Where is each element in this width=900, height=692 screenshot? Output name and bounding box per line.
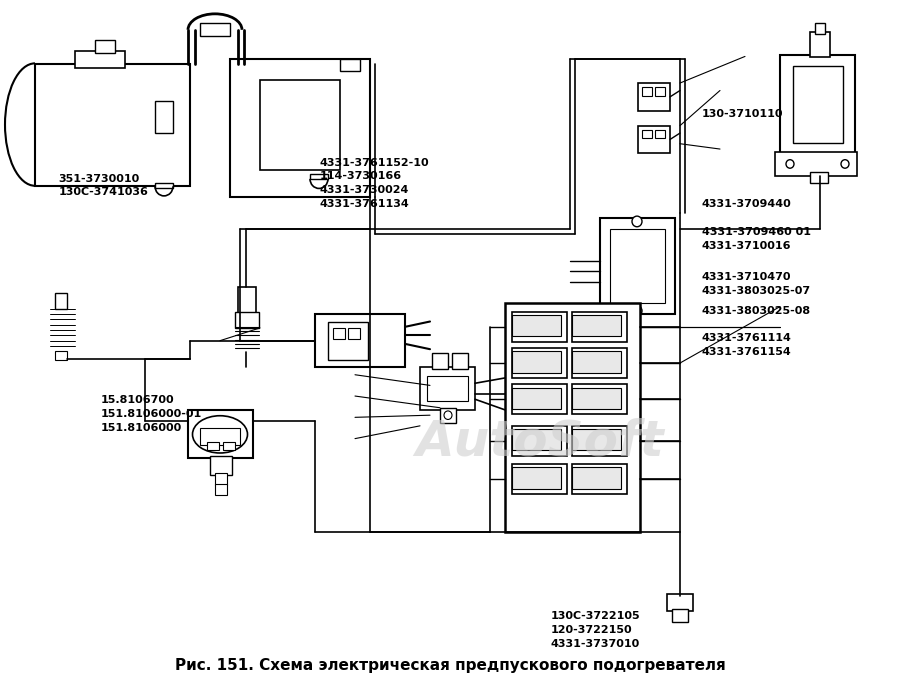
Text: 4331-3710470: 4331-3710470	[702, 272, 791, 282]
Bar	[572, 348, 627, 378]
Bar	[572, 384, 627, 414]
Bar	[572, 464, 627, 494]
Bar	[512, 348, 567, 378]
Text: 151.8106000: 151.8106000	[101, 423, 182, 432]
Bar	[572, 312, 627, 342]
Bar	[215, 473, 227, 486]
Bar	[333, 328, 345, 338]
Bar	[672, 609, 688, 621]
Bar	[655, 130, 665, 138]
Bar	[780, 55, 855, 156]
Bar	[642, 87, 652, 95]
Bar	[610, 229, 665, 303]
Bar	[512, 388, 561, 409]
Bar	[452, 354, 468, 370]
Bar	[35, 64, 190, 186]
Text: 4331-3737010: 4331-3737010	[551, 639, 640, 648]
Text: AutoSoft: AutoSoft	[416, 418, 664, 466]
Bar	[667, 594, 693, 611]
Bar	[655, 87, 665, 95]
Ellipse shape	[841, 160, 849, 168]
Bar	[642, 130, 652, 138]
Bar	[600, 218, 675, 314]
Text: Рис. 151. Схема электрическая предпускового подогревателя: Рис. 151. Схема электрическая предпусков…	[175, 658, 725, 673]
Bar	[440, 408, 456, 423]
Bar	[55, 352, 67, 360]
Text: 120-3722150: 120-3722150	[551, 625, 633, 635]
Bar	[420, 367, 475, 410]
Bar	[572, 429, 621, 450]
Text: 4331-3761134: 4331-3761134	[320, 199, 410, 209]
Bar	[188, 410, 253, 458]
Bar	[348, 328, 360, 338]
Text: 114-3730166: 114-3730166	[320, 172, 401, 181]
Ellipse shape	[786, 160, 794, 168]
Bar	[155, 183, 173, 188]
Bar	[230, 59, 370, 197]
Bar	[328, 322, 368, 360]
Bar	[235, 312, 259, 328]
Bar	[223, 441, 235, 450]
Bar	[512, 429, 561, 450]
Bar	[55, 293, 67, 309]
Ellipse shape	[632, 216, 642, 227]
Bar	[572, 315, 621, 336]
Text: 4331-3761152-10: 4331-3761152-10	[320, 158, 429, 167]
Text: 4331-3709460 01: 4331-3709460 01	[702, 227, 811, 237]
Text: 4331-3761154: 4331-3761154	[702, 347, 792, 356]
Bar	[572, 388, 621, 409]
Bar	[260, 80, 340, 170]
Text: 4331-3709440: 4331-3709440	[702, 199, 792, 209]
Ellipse shape	[632, 306, 642, 316]
Text: 351-3730010: 351-3730010	[58, 174, 140, 183]
Bar	[512, 384, 567, 414]
Bar	[572, 467, 621, 489]
Bar	[315, 314, 405, 367]
Bar	[815, 24, 825, 34]
Bar	[155, 101, 173, 133]
Text: 4331-3803025-07: 4331-3803025-07	[702, 286, 811, 295]
Bar	[340, 59, 360, 71]
Bar	[215, 484, 227, 495]
Bar	[638, 126, 670, 154]
Ellipse shape	[444, 411, 452, 419]
Bar	[207, 441, 219, 450]
Text: 130С-3722105: 130С-3722105	[551, 611, 641, 621]
Bar	[572, 352, 621, 372]
Bar	[310, 174, 328, 179]
Bar	[75, 51, 125, 68]
Bar	[427, 376, 468, 401]
Bar	[512, 352, 561, 372]
Bar	[775, 152, 857, 176]
Bar	[638, 83, 670, 111]
Bar	[810, 172, 828, 183]
Text: 130С-3741036: 130С-3741036	[58, 188, 148, 197]
Bar	[793, 66, 843, 143]
Bar	[512, 426, 567, 455]
Bar	[572, 426, 627, 455]
Bar	[512, 467, 561, 489]
Bar	[238, 287, 256, 314]
Bar	[432, 354, 448, 370]
Bar	[210, 455, 232, 475]
Bar	[512, 312, 567, 342]
Bar	[512, 464, 567, 494]
Bar	[505, 303, 640, 532]
Bar	[810, 32, 830, 57]
Text: 130-3710110: 130-3710110	[702, 109, 784, 119]
Text: 4331-3803025-08: 4331-3803025-08	[702, 307, 811, 316]
Ellipse shape	[193, 416, 248, 453]
Bar	[200, 24, 230, 36]
Text: 4331-3761114: 4331-3761114	[702, 333, 792, 343]
Text: 4331-3710016: 4331-3710016	[702, 241, 791, 251]
Bar	[95, 40, 115, 53]
Text: 151.8106000-01: 151.8106000-01	[101, 409, 202, 419]
Bar	[512, 315, 561, 336]
Bar	[200, 428, 240, 445]
Text: 15.8106700: 15.8106700	[101, 395, 175, 405]
Text: 4331-3730024: 4331-3730024	[320, 185, 409, 195]
